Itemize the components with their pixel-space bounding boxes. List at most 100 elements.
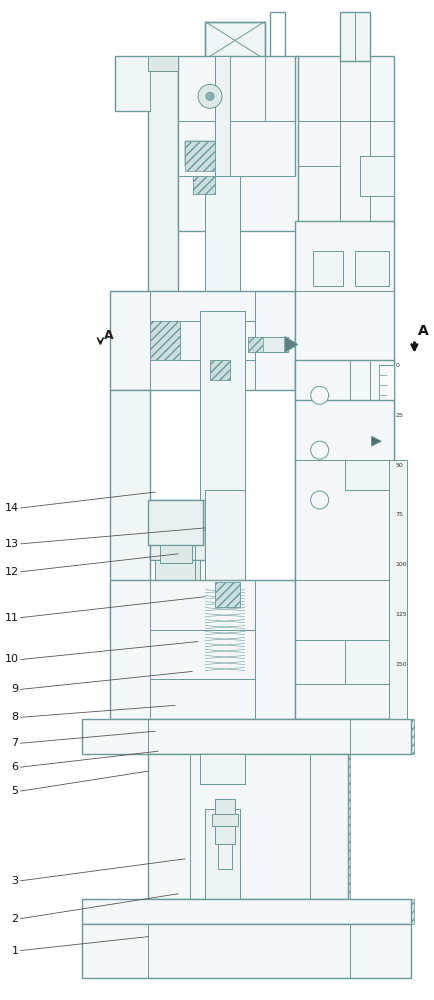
Bar bbox=[310, 754, 349, 899]
Bar bbox=[200, 754, 245, 784]
Bar bbox=[200, 311, 245, 630]
Bar bbox=[248, 337, 288, 352]
Bar bbox=[205, 490, 245, 585]
Bar bbox=[150, 500, 205, 560]
Text: 13: 13 bbox=[5, 539, 19, 549]
Polygon shape bbox=[285, 337, 298, 352]
Text: 14: 14 bbox=[4, 503, 19, 513]
Bar bbox=[345, 460, 395, 490]
Bar bbox=[345, 640, 395, 684]
Bar bbox=[110, 291, 295, 390]
Bar bbox=[215, 56, 230, 286]
Bar bbox=[355, 251, 389, 286]
Polygon shape bbox=[185, 141, 215, 171]
Bar bbox=[148, 56, 178, 71]
Bar bbox=[215, 582, 240, 607]
Bar bbox=[215, 56, 230, 286]
Bar bbox=[155, 560, 200, 580]
Text: 125: 125 bbox=[395, 612, 407, 617]
Circle shape bbox=[198, 84, 222, 108]
Bar bbox=[349, 719, 414, 754]
Bar bbox=[295, 56, 395, 226]
Text: 0: 0 bbox=[395, 363, 399, 368]
Bar bbox=[82, 899, 411, 924]
Bar bbox=[205, 22, 265, 59]
Bar bbox=[200, 311, 245, 630]
Text: A: A bbox=[104, 329, 113, 342]
Text: 75: 75 bbox=[395, 512, 403, 517]
Bar bbox=[178, 56, 298, 231]
Bar bbox=[148, 500, 203, 545]
Bar bbox=[212, 814, 238, 826]
Text: 12: 12 bbox=[4, 567, 19, 577]
Text: 11: 11 bbox=[5, 613, 19, 623]
Bar bbox=[155, 560, 200, 580]
Bar bbox=[295, 428, 375, 453]
Bar bbox=[295, 221, 395, 400]
Bar bbox=[148, 56, 178, 311]
Bar bbox=[115, 56, 150, 111]
Bar bbox=[218, 844, 232, 869]
Bar bbox=[295, 360, 395, 719]
Bar bbox=[110, 580, 150, 719]
Bar bbox=[295, 400, 395, 719]
Text: 1: 1 bbox=[12, 946, 19, 956]
Circle shape bbox=[311, 386, 329, 404]
Text: 50: 50 bbox=[395, 463, 403, 468]
Bar bbox=[82, 719, 147, 754]
Bar bbox=[148, 754, 348, 899]
Bar bbox=[148, 56, 178, 71]
Bar bbox=[379, 365, 395, 684]
Bar bbox=[160, 545, 192, 563]
Text: A: A bbox=[418, 324, 429, 338]
Bar bbox=[215, 582, 240, 607]
Text: 3: 3 bbox=[12, 876, 19, 886]
Bar bbox=[205, 809, 240, 899]
Text: 100: 100 bbox=[395, 562, 407, 567]
Circle shape bbox=[206, 92, 214, 100]
Text: 25: 25 bbox=[395, 413, 403, 418]
Bar bbox=[210, 360, 230, 380]
Bar bbox=[110, 390, 150, 640]
Bar bbox=[215, 826, 235, 844]
Bar bbox=[150, 321, 180, 360]
Bar bbox=[248, 337, 263, 352]
Polygon shape bbox=[372, 436, 381, 446]
Bar bbox=[185, 141, 215, 171]
Bar bbox=[340, 12, 369, 61]
Bar bbox=[215, 799, 235, 814]
Bar bbox=[265, 56, 295, 176]
Bar bbox=[82, 719, 411, 754]
Text: 7: 7 bbox=[12, 738, 19, 748]
Bar bbox=[160, 545, 192, 563]
Text: 10: 10 bbox=[5, 654, 19, 664]
Bar bbox=[150, 321, 180, 360]
Bar bbox=[115, 56, 150, 111]
Bar bbox=[359, 156, 395, 196]
Bar bbox=[349, 899, 414, 924]
Bar bbox=[148, 500, 203, 545]
Bar bbox=[255, 580, 295, 719]
Text: 9: 9 bbox=[12, 684, 19, 694]
Bar bbox=[389, 460, 408, 719]
Text: 2: 2 bbox=[12, 914, 19, 924]
Bar bbox=[110, 390, 150, 640]
Bar bbox=[178, 176, 298, 211]
Text: 5: 5 bbox=[12, 786, 19, 796]
Bar bbox=[312, 251, 342, 286]
Bar bbox=[205, 176, 240, 311]
Bar bbox=[150, 500, 205, 560]
Bar bbox=[148, 754, 188, 899]
Bar bbox=[193, 176, 215, 194]
Bar bbox=[193, 176, 215, 194]
Bar bbox=[110, 580, 295, 719]
Bar bbox=[110, 291, 150, 390]
Bar bbox=[205, 176, 240, 311]
Circle shape bbox=[311, 441, 329, 459]
Bar bbox=[255, 291, 295, 390]
Bar bbox=[148, 56, 178, 311]
Circle shape bbox=[311, 491, 329, 509]
Text: 150: 150 bbox=[395, 662, 407, 667]
Bar bbox=[82, 924, 411, 978]
Text: 8: 8 bbox=[12, 712, 19, 722]
